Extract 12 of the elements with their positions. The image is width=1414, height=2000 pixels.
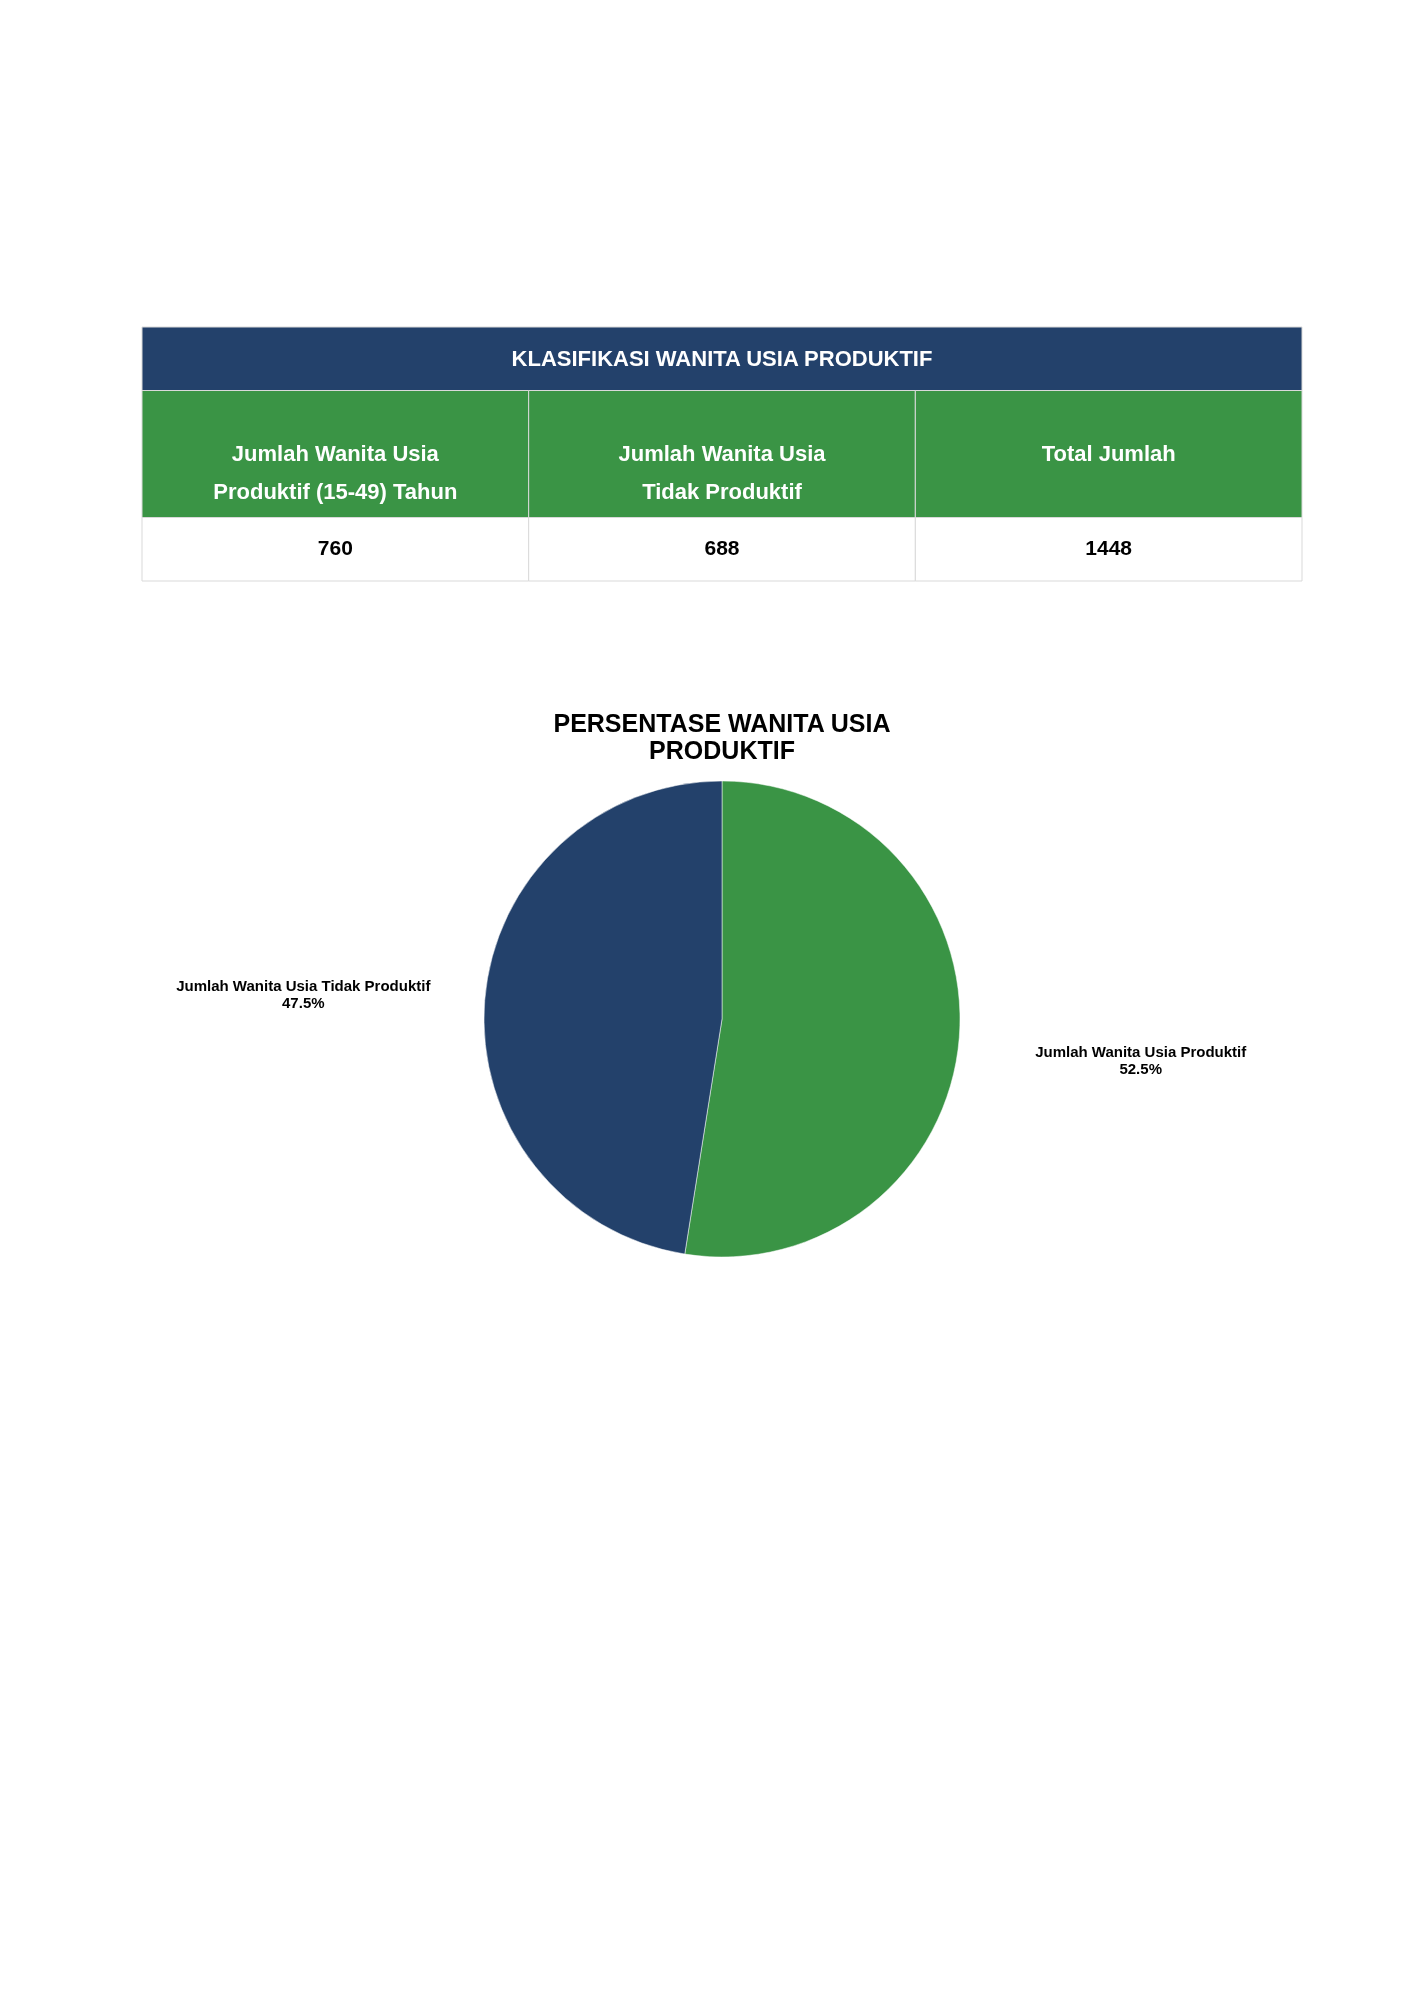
- data-label: 760: [317, 536, 353, 560]
- category-label: Jumlah Wanita Usia Produktif (15-49) Tahun: [213, 441, 458, 504]
- data-label: 47.5%: [282, 994, 325, 1012]
- data-label: 688: [704, 536, 740, 560]
- text: KLASIFIKASI WANITA USIA PRODUKTIF: [511, 345, 933, 371]
- category-label: Total Jumlah: [1041, 441, 1176, 466]
- slice-label: Jumlah Wanita Usia Produktif: [1035, 1042, 1248, 1060]
- chart-title: PERSENTASE WANITA USIA PRODUKTIF: [553, 709, 891, 764]
- slice-label: Jumlah Wanita Usia Tidak Produktif: [176, 977, 432, 995]
- data-label: 52.5%: [1119, 1059, 1162, 1077]
- data-label: 1448: [1085, 536, 1133, 560]
- category-label: Jumlah Wanita Usia Tidak Produktif: [618, 441, 827, 504]
